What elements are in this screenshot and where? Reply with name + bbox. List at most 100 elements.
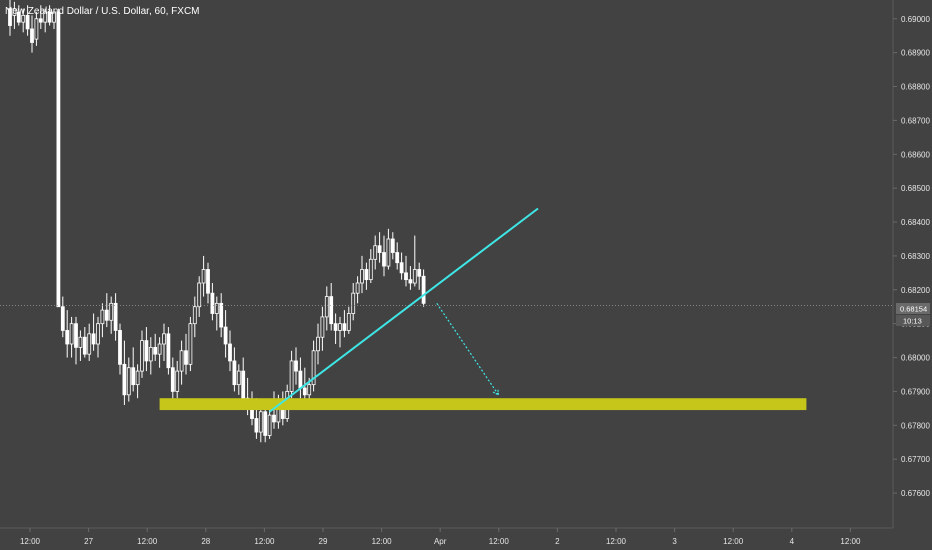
- candle: [320, 306, 325, 351]
- countdown-label: 10:13: [903, 317, 922, 326]
- price-axis[interactable]: 0.69000 0.68900 0.68800 0.68700 0.68600 0.685…: [893, 15, 930, 498]
- time-tick-label: 12:00: [489, 537, 510, 546]
- candle: [78, 330, 83, 361]
- candle: [346, 306, 351, 334]
- candle: [100, 303, 105, 338]
- candle-body: [175, 370, 180, 392]
- candle-body: [214, 302, 219, 314]
- candle-body: [96, 323, 100, 345]
- candle: [140, 330, 144, 378]
- candle-body: [364, 269, 369, 281]
- candle: [395, 242, 400, 270]
- candle-body: [390, 238, 395, 253]
- drawing-layer[interactable]: [0, 207, 893, 413]
- candle-body: [373, 245, 378, 260]
- candle-body: [38, 18, 43, 23]
- time-tick-label: 12:00: [606, 537, 627, 546]
- candle: [236, 364, 241, 395]
- candle: [56, 8, 61, 308]
- candle: [412, 235, 417, 287]
- time-tick-label: 12:00: [254, 537, 275, 546]
- price-tick-label: 0.67900: [901, 387, 930, 396]
- time-tick-label: 3: [672, 537, 677, 546]
- price-tick-label: 0.68900: [901, 49, 930, 58]
- candle: [421, 269, 426, 307]
- candle-body: [153, 346, 158, 355]
- candle-body: [254, 418, 259, 433]
- candle: [166, 327, 171, 375]
- candle: [316, 323, 320, 365]
- candle: [382, 235, 386, 277]
- candle-body: [201, 269, 206, 284]
- candle-body: [386, 238, 391, 267]
- candle-body: [241, 370, 246, 399]
- candle: [192, 296, 197, 338]
- price-tick-label: 0.68700: [901, 116, 930, 125]
- candle: [390, 232, 395, 260]
- price-tags: 0.68154 10:13: [896, 303, 930, 326]
- candle: [311, 340, 316, 392]
- candle-body: [338, 323, 342, 331]
- candle: [197, 276, 202, 317]
- candle: [377, 232, 382, 263]
- candle: [386, 228, 391, 270]
- candle-body: [236, 370, 241, 386]
- candle-body: [412, 269, 417, 284]
- candle: [324, 286, 329, 331]
- projection-arrow-head: [492, 388, 500, 396]
- candle-body: [404, 272, 408, 281]
- candle-body: [219, 302, 224, 328]
- candle-body: [52, 11, 56, 23]
- candle-body: [126, 367, 131, 396]
- candle-body: [368, 258, 373, 281]
- candle: [74, 316, 78, 365]
- candle: [21, 8, 26, 33]
- price-tick-label: 0.68800: [901, 83, 930, 92]
- candle-body: [355, 282, 360, 294]
- candle: [43, 8, 48, 33]
- candle: [170, 357, 175, 402]
- candle-body: [47, 11, 52, 23]
- candle-body: [144, 340, 149, 362]
- price-tick-label: 0.68000: [901, 354, 930, 363]
- candle-body: [56, 11, 61, 308]
- candle: [52, 8, 56, 29]
- time-tick-label: 29: [319, 537, 328, 546]
- candle: [360, 255, 364, 294]
- candle-body: [109, 302, 114, 321]
- current-price-label: 0.68154: [900, 305, 927, 314]
- candle-body: [135, 370, 140, 386]
- support-zone[interactable]: [159, 398, 807, 411]
- candle-body: [25, 14, 30, 30]
- candle-body: [302, 387, 307, 396]
- candle-body: [272, 414, 276, 423]
- candle-body: [21, 14, 26, 23]
- candle-body: [346, 313, 351, 331]
- candle-body: [267, 414, 272, 436]
- candle: [214, 296, 219, 331]
- candle: [258, 404, 263, 443]
- candle: [219, 293, 224, 338]
- candle: [12, 1, 17, 29]
- candle-body: [351, 292, 356, 314]
- candle: [175, 360, 180, 399]
- candle: [232, 347, 237, 392]
- candle-body: [113, 302, 118, 331]
- price-tick-label: 0.68400: [901, 218, 930, 227]
- ascending-trendline[interactable]: [268, 207, 539, 413]
- candle: [113, 293, 118, 341]
- candle: [355, 276, 360, 304]
- candle: [368, 249, 373, 284]
- candle: [333, 313, 338, 344]
- candle-body: [408, 279, 413, 284]
- candle-body: [421, 275, 426, 304]
- candle-body: [320, 316, 325, 338]
- candle: [338, 316, 342, 348]
- time-axis[interactable]: 12:00 27 12:00 28 12:00 29 12:00 Apr 12:00 2 12:00…: [20, 528, 861, 546]
- candle: [364, 262, 369, 290]
- candle-body: [197, 282, 202, 308]
- price-tick-label: 0.69000: [901, 15, 930, 24]
- time-tick-label: Apr: [434, 537, 447, 546]
